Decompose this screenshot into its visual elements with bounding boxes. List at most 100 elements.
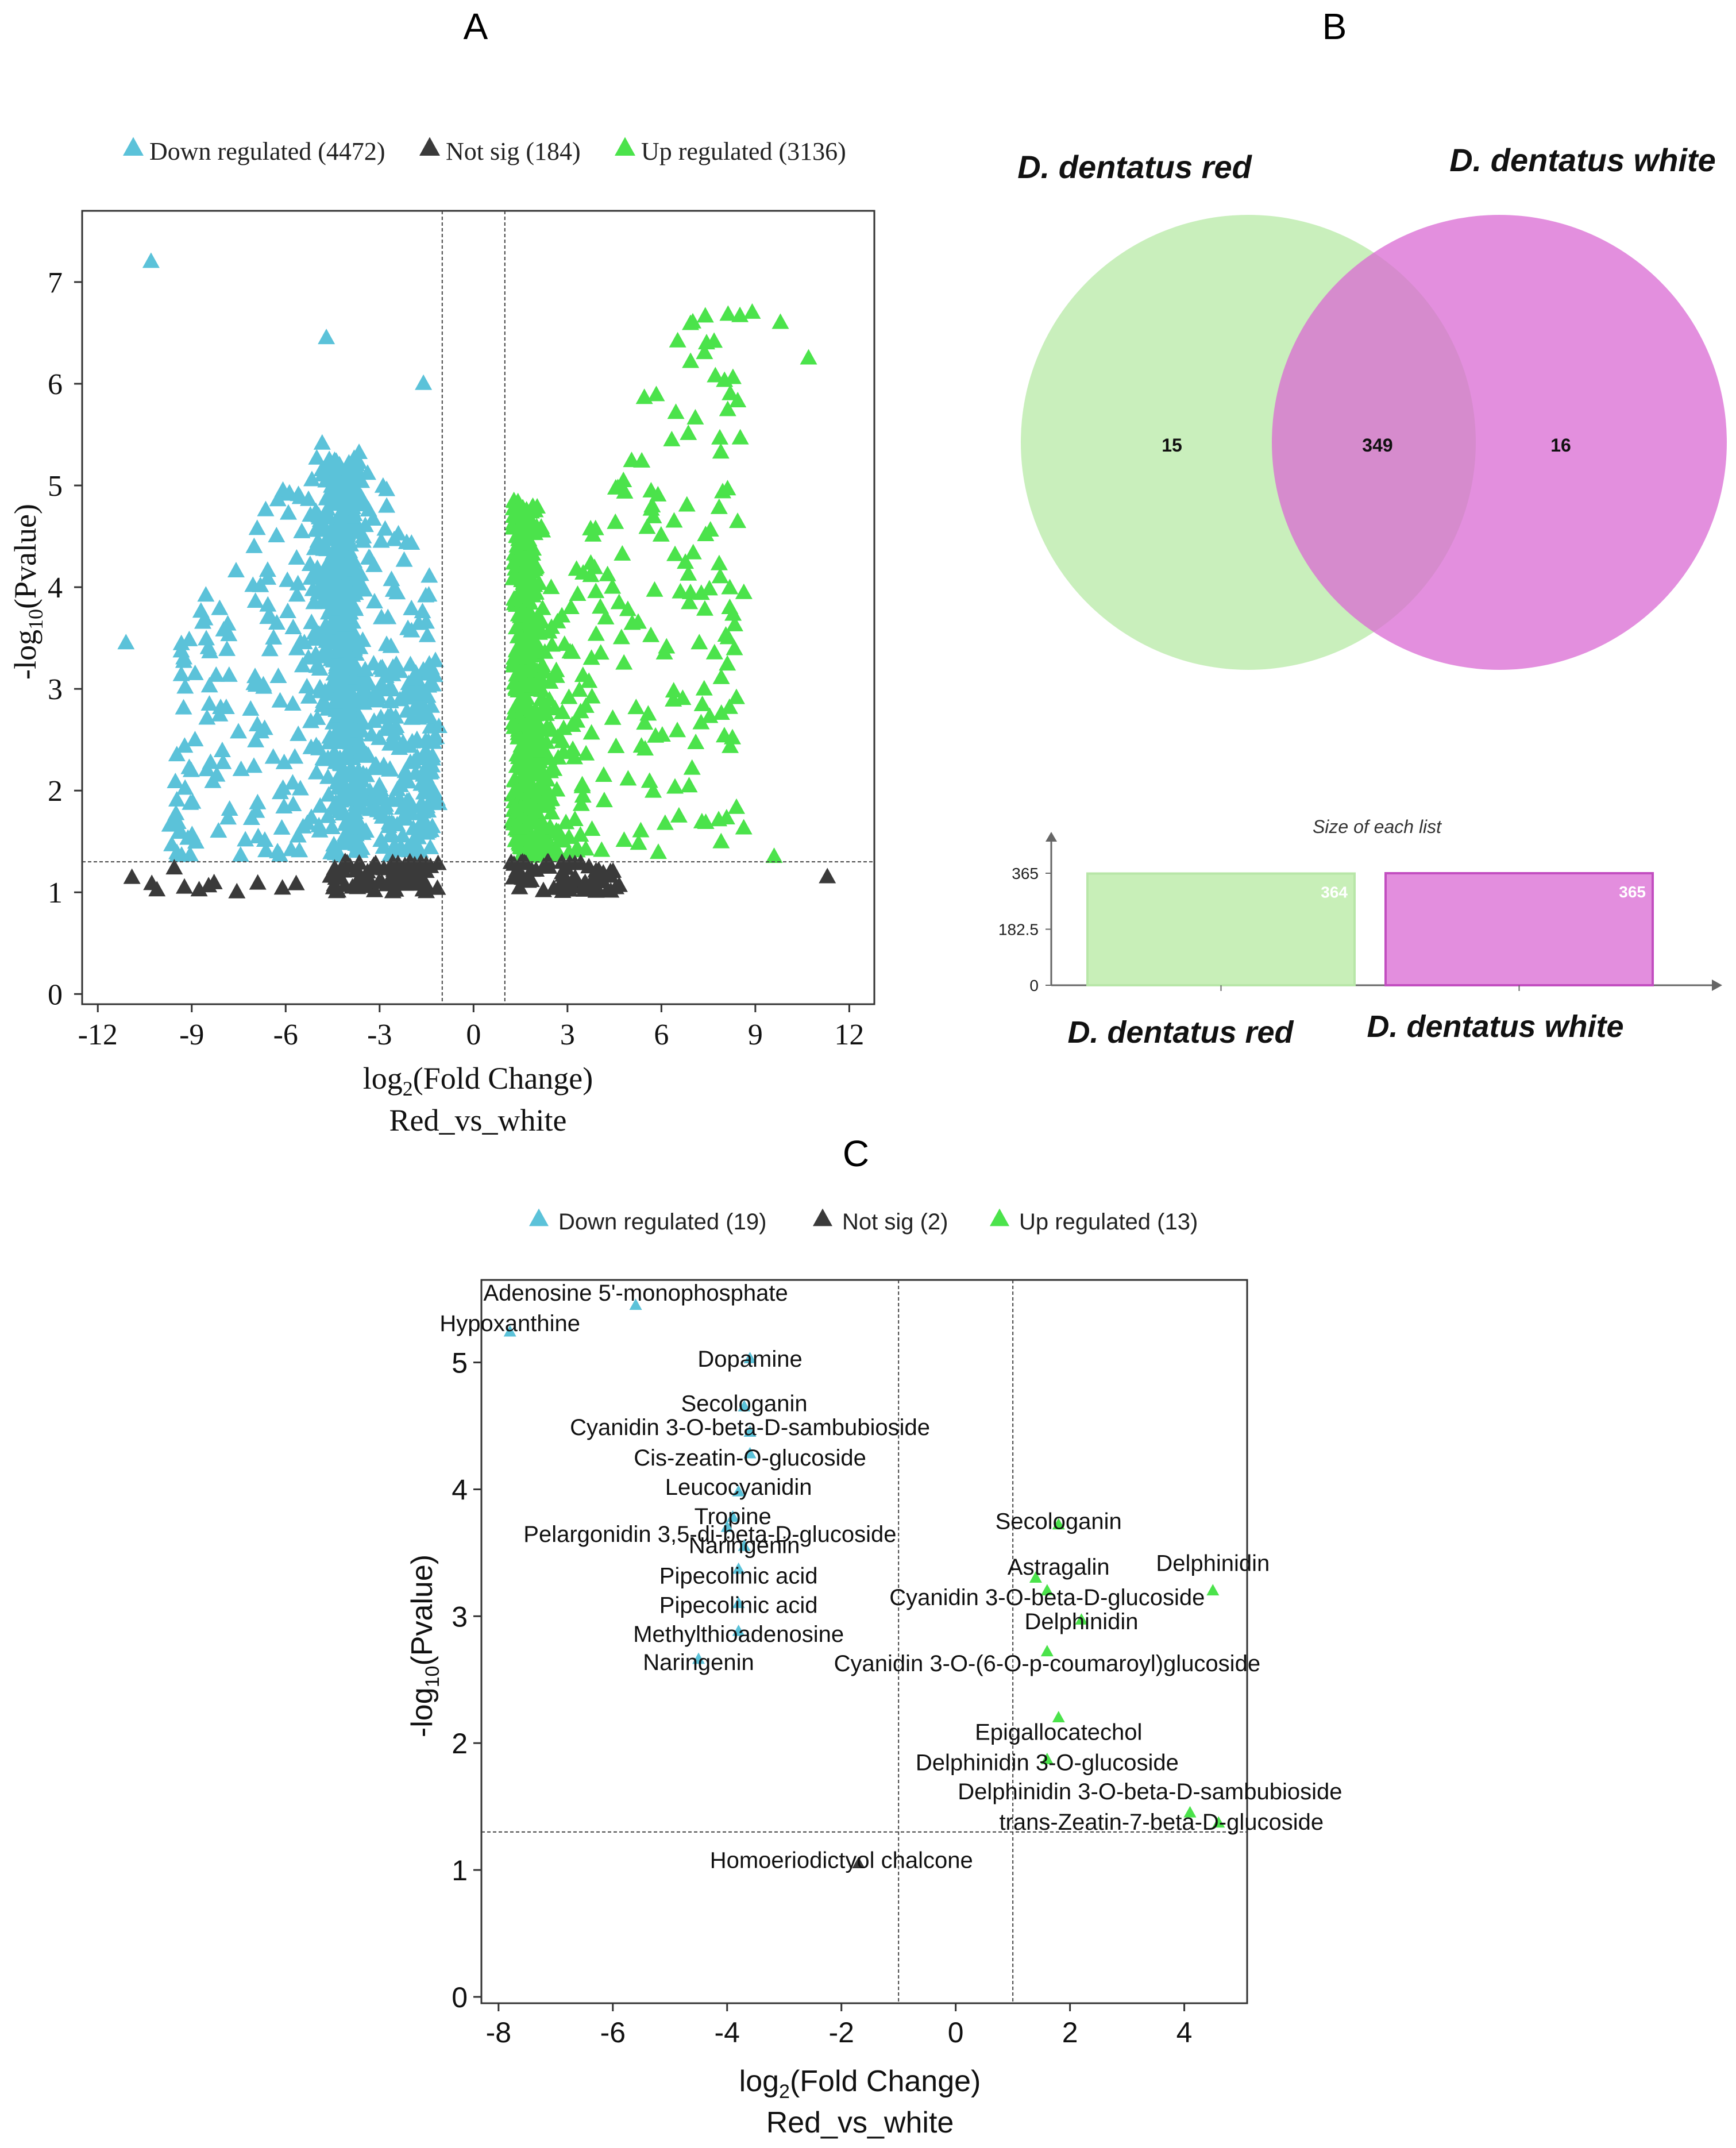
point-a-down [291, 780, 309, 796]
point-a-down [385, 725, 403, 741]
point-a-down [221, 800, 238, 816]
point-a-up [672, 583, 689, 599]
point-a-down [168, 790, 186, 807]
point-a-down [200, 677, 218, 693]
point-c-up [1206, 1584, 1220, 1596]
point-c-down [726, 1510, 739, 1522]
point-a-down [175, 652, 192, 668]
y-tick-label-a: 5 [48, 470, 63, 503]
point-a-up [570, 681, 588, 697]
point-a-up [560, 828, 578, 844]
x-axis-label2-a: Red_vs_white [389, 1103, 567, 1137]
point-a-down [376, 790, 394, 806]
point-a-up [515, 648, 533, 664]
point-a-down [318, 504, 336, 520]
point-a-up [665, 512, 683, 528]
point-a-up [568, 712, 586, 728]
point-a-down [200, 695, 218, 711]
x-tick-label-c: -8 [486, 2016, 511, 2049]
point-c-label: Astragalin [1008, 1555, 1110, 1580]
point-a-up [735, 819, 753, 835]
point-a-up [507, 772, 524, 788]
point-a-down [249, 827, 267, 843]
point-a-down [290, 725, 307, 741]
x-tick-label-c: -6 [600, 2016, 626, 2049]
point-a-down [303, 614, 321, 630]
point-a-down [360, 500, 377, 516]
bar-chart-b: 0 182.5 365 364 365 [998, 832, 1722, 994]
point-a-up [607, 479, 624, 495]
bar-category-label-red: D. dentatus red [1067, 1015, 1294, 1050]
point-a-up [724, 368, 742, 384]
point-a-down [176, 779, 194, 795]
y-tick-label-a: 7 [48, 267, 63, 299]
point-a-down [184, 793, 202, 809]
bar-chart-title: Size of each list [1313, 816, 1442, 837]
point-a-down [362, 726, 380, 742]
point-a-up [627, 699, 645, 715]
point-a-down [244, 576, 262, 592]
point-a-down [311, 660, 329, 676]
point-a-up [509, 815, 527, 831]
point-c-up [1029, 1571, 1042, 1583]
point-c-label: Hypoxanthine [439, 1311, 580, 1336]
x-tick-label-a: -3 [367, 1019, 392, 1051]
point-a-up [710, 811, 728, 827]
point-a-up [582, 724, 600, 740]
point-a-up [697, 813, 715, 830]
point-a-down [271, 784, 289, 800]
x-tick-label-c: 4 [1176, 2016, 1193, 2049]
legend-a-label-up: Up regulated (3136) [641, 137, 846, 165]
point-a-down [230, 723, 248, 739]
point-a-down [320, 786, 338, 802]
point-a-up [646, 581, 663, 597]
point-a-down [301, 555, 319, 571]
point-a-up [693, 695, 711, 711]
point-a-down [323, 818, 341, 834]
bar-category-label-white: D. dentatus white [1367, 1009, 1623, 1044]
point-a-down [388, 816, 406, 832]
point-a-down [172, 823, 190, 839]
point-a-up [560, 843, 578, 859]
point-a-down [182, 846, 199, 862]
point-a-down [421, 567, 438, 583]
point-a-down [168, 746, 186, 762]
point-a-down [142, 252, 160, 268]
point-a-up [731, 429, 749, 445]
point-a-up [667, 403, 685, 419]
point-a-up [712, 704, 730, 720]
point-a-down [176, 737, 194, 753]
point-a-up [543, 618, 561, 634]
point-a-down [289, 827, 307, 843]
point-a-up [599, 565, 616, 581]
x-tick-label-c: -2 [828, 2016, 854, 2049]
point-a-notsig [417, 855, 435, 871]
point-a-up [649, 485, 667, 502]
point-a-up [771, 313, 789, 329]
point-a-down [286, 748, 304, 764]
y-axis-label-a-sub: 10 [24, 609, 47, 630]
point-a-up [695, 680, 713, 696]
point-c-label: Epigallocatechol [975, 1719, 1142, 1745]
point-a-down [356, 661, 374, 677]
point-a-down [395, 551, 413, 567]
plot-frame-a [81, 210, 875, 1005]
point-a-up [543, 790, 561, 806]
point-a-down [339, 600, 357, 616]
point-a-down [198, 630, 215, 646]
point-a-down [424, 676, 442, 692]
point-a-up [632, 822, 650, 838]
point-a-down [340, 647, 358, 663]
point-a-down [302, 738, 320, 754]
point-a-down [348, 471, 366, 487]
point-a-up [528, 846, 546, 862]
x-axis-label-a-sub: 2 [403, 1077, 413, 1100]
point-a-up [683, 759, 701, 775]
point-a-down [420, 586, 438, 602]
point-a-down [172, 634, 190, 650]
point-a-up [720, 698, 738, 714]
point-a-up [719, 305, 737, 321]
point-a-down [310, 508, 328, 525]
point-a-up [506, 566, 524, 582]
point-a-up [583, 688, 601, 704]
